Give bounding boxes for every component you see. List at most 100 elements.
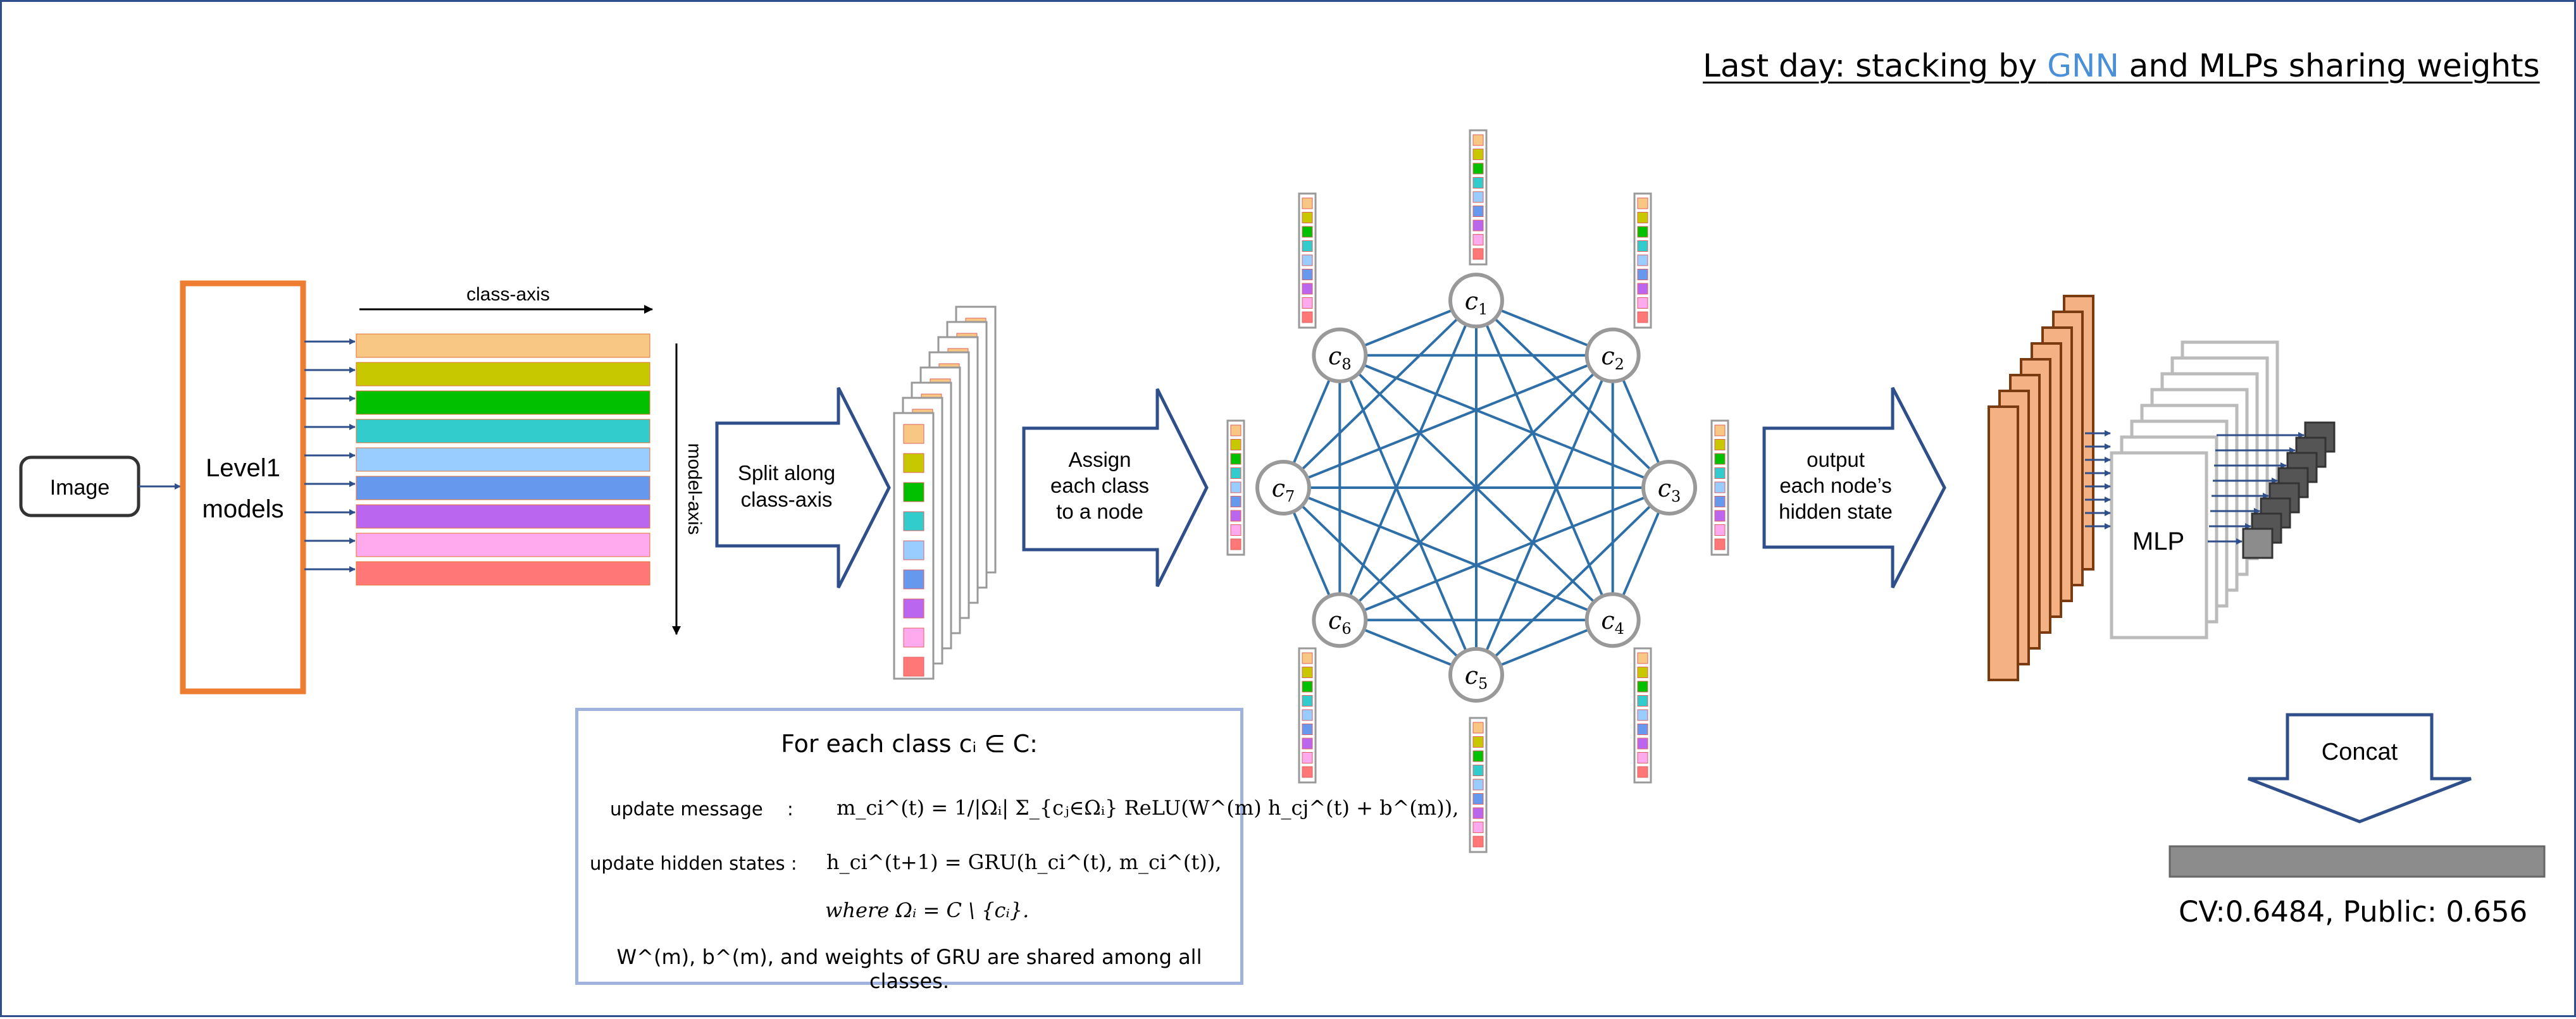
graph-node-label: c3 xyxy=(1658,474,1681,505)
graph-node-c3: c3 xyxy=(1641,460,1697,516)
node-vector-cell xyxy=(1637,311,1648,323)
class-split-cell xyxy=(903,424,924,444)
node-vector-cell xyxy=(1472,822,1484,833)
node-vector-cell xyxy=(1637,297,1648,309)
node-vector-cell xyxy=(1637,197,1648,209)
node-vector-cell xyxy=(1472,736,1484,748)
hidden-equation: h_ci^(t+1) = GRU(h_ci^(t), m_ci^(t)), xyxy=(826,850,1222,874)
score-text: CV:0.6484, Public: 0.656 xyxy=(2179,895,2528,929)
node-vector-cell xyxy=(1230,496,1241,507)
formula-heading: For each class cᵢ ∈ C: xyxy=(781,730,1038,758)
node-vector-cell xyxy=(1302,652,1313,664)
node-vector-cell xyxy=(1637,724,1648,735)
node-vector-cell xyxy=(1637,226,1648,238)
graph-node-circle xyxy=(1641,460,1697,516)
node-vector-cell xyxy=(1637,652,1648,664)
node-vector-cell xyxy=(1472,206,1484,217)
mlp-output-squares xyxy=(2208,421,2336,559)
where-clause: where Ωᵢ = C \ {cᵢ}. xyxy=(825,898,1030,922)
node-vector-cell xyxy=(1302,766,1313,778)
node-vector-cell xyxy=(1637,752,1648,763)
level1-label-line2: models xyxy=(202,495,284,523)
node-vector-cell xyxy=(1714,524,1726,536)
node-vector-cell xyxy=(1472,807,1484,819)
node-vector-cell xyxy=(1472,177,1484,188)
class-split-cell xyxy=(903,598,924,619)
node-vector-cell xyxy=(1302,681,1313,693)
node-vector-cell xyxy=(1302,311,1313,323)
node-vector-cell xyxy=(1637,283,1648,295)
class-split-layer xyxy=(893,412,935,680)
graph-node-circle xyxy=(1584,592,1641,648)
node-vector-cell xyxy=(1230,481,1241,493)
node-vector-cell xyxy=(1472,219,1484,232)
node-vector-cell xyxy=(1714,439,1726,450)
node-vector-cell xyxy=(1472,836,1484,848)
split-label-line2: class-axis xyxy=(741,488,833,511)
node-vector-cell xyxy=(1302,197,1313,209)
node-vector-cell xyxy=(1472,163,1484,175)
node-vector-cell xyxy=(1472,722,1484,734)
node-vector-cell xyxy=(1230,424,1241,436)
graph-edges xyxy=(1282,299,1671,676)
node-vector-cell xyxy=(1472,793,1484,805)
node-vector-cell xyxy=(1714,510,1726,522)
graph-edge xyxy=(1339,486,1670,622)
node-vector-cell xyxy=(1714,496,1726,507)
graph-node-label: c6 xyxy=(1328,607,1352,638)
level1-label-line1: Level1 xyxy=(206,454,280,482)
node-vector-cell xyxy=(1472,191,1484,203)
node-vector-cell xyxy=(1472,779,1484,791)
page-title: Last day: stacking by GNN and MLPs shari… xyxy=(1703,47,2540,84)
graph-edge xyxy=(1475,355,1614,676)
node-vector-cell xyxy=(1302,226,1313,238)
node-vector-cell xyxy=(1302,752,1313,763)
node-vector-c7 xyxy=(1226,419,1245,556)
model-output-bar xyxy=(356,476,650,500)
node-vector-c1 xyxy=(1469,129,1488,266)
model-output-bar xyxy=(356,447,650,472)
node-vector-c8 xyxy=(1298,192,1317,329)
model-output-bar xyxy=(356,362,650,386)
output-label-line1: output xyxy=(1807,448,1865,471)
graph-edge xyxy=(1338,355,1478,676)
node-vector-cell xyxy=(1230,439,1241,450)
node-vector-cell xyxy=(1302,709,1313,721)
class-split-cell xyxy=(903,657,924,677)
node-vector-cell xyxy=(1637,212,1648,223)
graph-node-c2: c2 xyxy=(1584,327,1641,383)
assign-label-line1: Assign xyxy=(1068,448,1131,471)
node-vector-cell xyxy=(1714,538,1726,550)
node-vector-cell xyxy=(1230,524,1241,536)
model-output-bars xyxy=(304,333,650,586)
graph-edge xyxy=(1338,300,1478,621)
concat-output-bar xyxy=(2168,845,2546,878)
node-vector-cell xyxy=(1472,149,1484,160)
mlp-label: MLP xyxy=(2132,528,2184,555)
node-vector-cell xyxy=(1637,667,1648,678)
graph-node-circle xyxy=(1448,273,1504,329)
model-output-bar xyxy=(356,504,650,529)
node-vector-cell xyxy=(1302,269,1313,280)
graph-edge xyxy=(1282,486,1478,676)
node-vector-cell xyxy=(1302,297,1313,309)
class-split-cell xyxy=(903,540,924,560)
graph-edge xyxy=(1283,486,1614,622)
output-arrow: output each node’s hidden state xyxy=(1762,386,1946,589)
graph-node-c7: c7 xyxy=(1255,460,1311,516)
class-split-cell xyxy=(903,569,924,590)
node-vector-cell xyxy=(1637,681,1648,693)
class-split-cell xyxy=(903,511,924,531)
graph-node-c6: c6 xyxy=(1312,592,1368,648)
update-hidden-label: update hidden states : xyxy=(590,853,797,874)
concat-label: Concat xyxy=(2322,739,2398,765)
update-message-label: update message xyxy=(610,798,763,820)
model-axis-label: model-axis xyxy=(684,443,705,534)
mlp-output-square xyxy=(2242,528,2274,559)
node-vector-cell xyxy=(1637,738,1648,750)
node-vector-c2 xyxy=(1633,192,1652,329)
graph-node-circle xyxy=(1255,460,1311,516)
graph-node-label: c7 xyxy=(1272,474,1295,505)
